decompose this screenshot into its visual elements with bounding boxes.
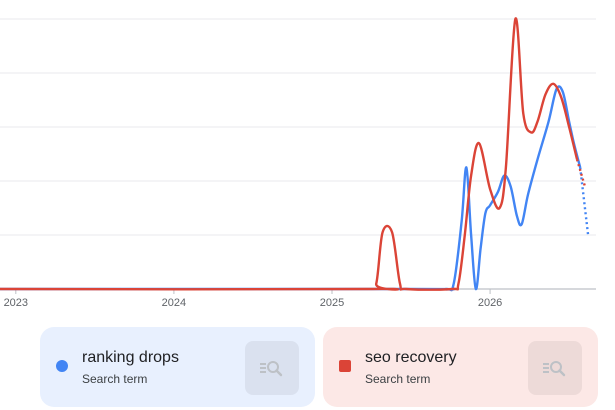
series-square-icon xyxy=(339,360,351,372)
term-type: Search term xyxy=(82,372,148,386)
series-dot-icon xyxy=(56,360,68,372)
x-tick-label: 2024 xyxy=(162,297,186,309)
term-name: seo recovery xyxy=(365,349,457,366)
explore-search-icon[interactable] xyxy=(245,341,299,395)
legend-card-seo-recovery[interactable]: seo recovery Search term xyxy=(323,327,598,407)
x-tick-label: 2023 xyxy=(4,297,28,309)
series-line-ranking-drops xyxy=(0,85,582,292)
series-line-seo-recovery xyxy=(0,17,579,291)
legend-card-ranking-drops[interactable]: ranking drops Search term xyxy=(40,327,315,407)
term-name: ranking drops xyxy=(82,349,179,366)
x-tick-label: 2026 xyxy=(478,297,502,309)
x-tick-label: 2025 xyxy=(320,297,344,309)
chart-gridlines xyxy=(0,18,596,290)
chart-series-lines xyxy=(0,17,590,292)
series-partial-line-ranking-drops xyxy=(578,167,590,236)
explore-search-icon[interactable] xyxy=(528,341,582,395)
series-partial-line-seo-recovery xyxy=(575,159,587,187)
term-type: Search term xyxy=(365,372,431,386)
interest-over-time-chart: 2023 2024 2025 2026 xyxy=(0,17,596,309)
x-axis-ticks: 2023 2024 2025 2026 xyxy=(4,289,502,309)
